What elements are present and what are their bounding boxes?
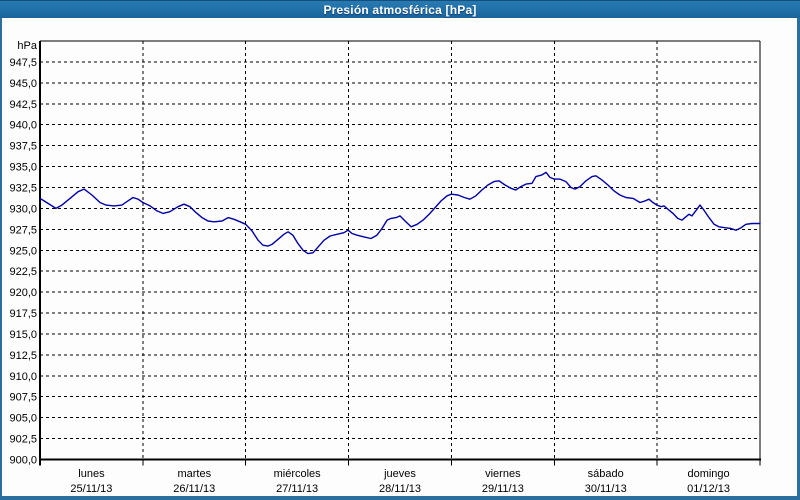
x-date-label: 01/12/13 (687, 483, 730, 495)
y-tick-label: 922,5 (9, 266, 37, 278)
y-tick-label: 907,5 (9, 392, 37, 404)
pressure-chart: 947,5 945,0 942,5 940,0 937,5 935,0 932,5 930,0… (9, 40, 761, 495)
y-tick-label: 940,0 (9, 120, 37, 132)
x-day-label: viernes (485, 468, 521, 480)
x-date-label: 30/11/13 (585, 483, 627, 495)
window-title-bar: Presión atmosférica [hPa] (0, 0, 800, 18)
window-border-bottom (0, 496, 800, 500)
x-day-label: martes (177, 468, 211, 480)
x-date-label: 25/11/13 (70, 483, 112, 495)
window-title: Presión atmosférica [hPa] (323, 2, 477, 17)
y-tick-label: 942,5 (9, 99, 37, 111)
y-tick-label: 910,0 (9, 371, 37, 383)
x-day-label: jueves (383, 468, 416, 480)
y-tick-label: 927,5 (9, 224, 37, 236)
y-tick-label: 912,5 (9, 350, 37, 362)
x-date-label: 29/11/13 (482, 483, 524, 495)
x-date-label: 27/11/13 (276, 483, 318, 495)
window-border-right (797, 18, 800, 500)
x-date-label: 28/11/13 (379, 483, 421, 495)
y-tick-label: 925,0 (9, 245, 37, 257)
y-tick-label: 935,0 (9, 162, 37, 174)
y-tick-label: 947,5 (9, 57, 37, 69)
y-tick-label: 902,5 (9, 434, 37, 446)
y-tick-label: 920,0 (9, 287, 37, 299)
pressure-line (39, 171, 761, 255)
y-tick-label: 915,0 (9, 329, 37, 341)
y-tick-label: 900,0 (9, 455, 37, 467)
y-tick-label: 932,5 (9, 182, 37, 194)
x-day-label: lunes (78, 468, 105, 480)
x-day-label: sábado (588, 468, 624, 480)
y-tick-label: 917,5 (9, 308, 37, 320)
x-day-label: domingo (687, 468, 729, 480)
y-tick-label: 930,0 (9, 203, 37, 215)
y-tick-label: 945,0 (9, 78, 37, 90)
y-tick-label: 905,0 (9, 413, 37, 425)
y-tick-label: 937,5 (9, 141, 37, 153)
y-axis-unit-label: hPa (17, 40, 37, 52)
window-border-left (0, 18, 2, 500)
x-date-label: 26/11/13 (173, 483, 215, 495)
x-day-label: miércoles (274, 468, 322, 480)
